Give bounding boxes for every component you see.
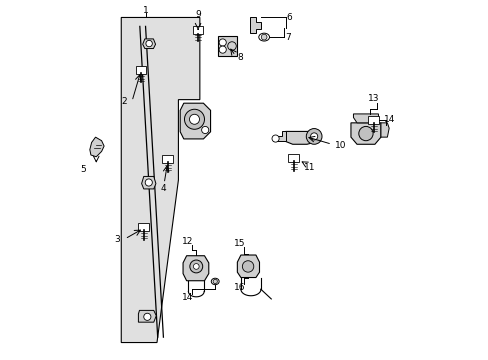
Text: 7: 7 (285, 33, 290, 42)
FancyBboxPatch shape (288, 154, 299, 162)
Polygon shape (142, 176, 156, 189)
Circle shape (189, 114, 199, 124)
Circle shape (145, 40, 152, 47)
Circle shape (145, 179, 152, 186)
Text: 1: 1 (143, 6, 149, 15)
Polygon shape (121, 18, 200, 342)
Polygon shape (285, 131, 317, 144)
FancyBboxPatch shape (138, 223, 149, 231)
Polygon shape (90, 137, 104, 157)
Polygon shape (217, 36, 237, 56)
Text: 3: 3 (114, 235, 120, 244)
Circle shape (193, 264, 199, 269)
Polygon shape (142, 39, 155, 49)
Polygon shape (249, 18, 260, 33)
Circle shape (201, 126, 208, 134)
Text: 15: 15 (234, 239, 245, 248)
Circle shape (358, 126, 372, 141)
Circle shape (310, 133, 317, 140)
Text: 10: 10 (334, 141, 346, 150)
Text: 4: 4 (160, 184, 165, 193)
Circle shape (227, 42, 236, 50)
Circle shape (261, 34, 266, 40)
Text: 2: 2 (121, 97, 127, 106)
Text: 6: 6 (285, 13, 291, 22)
Text: 8: 8 (237, 53, 242, 62)
Circle shape (143, 313, 151, 320)
Text: 5: 5 (80, 165, 86, 174)
Text: 9: 9 (195, 10, 201, 19)
Circle shape (242, 261, 253, 272)
Ellipse shape (258, 33, 269, 41)
Polygon shape (380, 123, 388, 137)
Polygon shape (353, 114, 378, 123)
FancyBboxPatch shape (367, 116, 378, 123)
FancyBboxPatch shape (192, 26, 203, 34)
Polygon shape (272, 131, 285, 141)
Circle shape (219, 46, 226, 53)
Circle shape (189, 260, 203, 273)
Circle shape (213, 279, 217, 284)
Text: 13: 13 (367, 94, 379, 103)
FancyBboxPatch shape (162, 155, 173, 163)
Circle shape (184, 109, 204, 129)
Circle shape (219, 39, 226, 46)
Polygon shape (180, 103, 210, 139)
Polygon shape (237, 255, 259, 278)
Polygon shape (350, 123, 380, 144)
FancyBboxPatch shape (135, 66, 146, 73)
Circle shape (271, 135, 279, 142)
Polygon shape (138, 310, 156, 322)
Circle shape (305, 129, 322, 144)
Text: 12: 12 (181, 237, 193, 246)
Text: 14: 14 (383, 115, 394, 124)
Text: 11: 11 (304, 163, 315, 172)
Text: 16: 16 (234, 283, 245, 292)
Text: 14: 14 (181, 293, 193, 302)
Ellipse shape (211, 278, 219, 285)
Polygon shape (183, 256, 208, 281)
